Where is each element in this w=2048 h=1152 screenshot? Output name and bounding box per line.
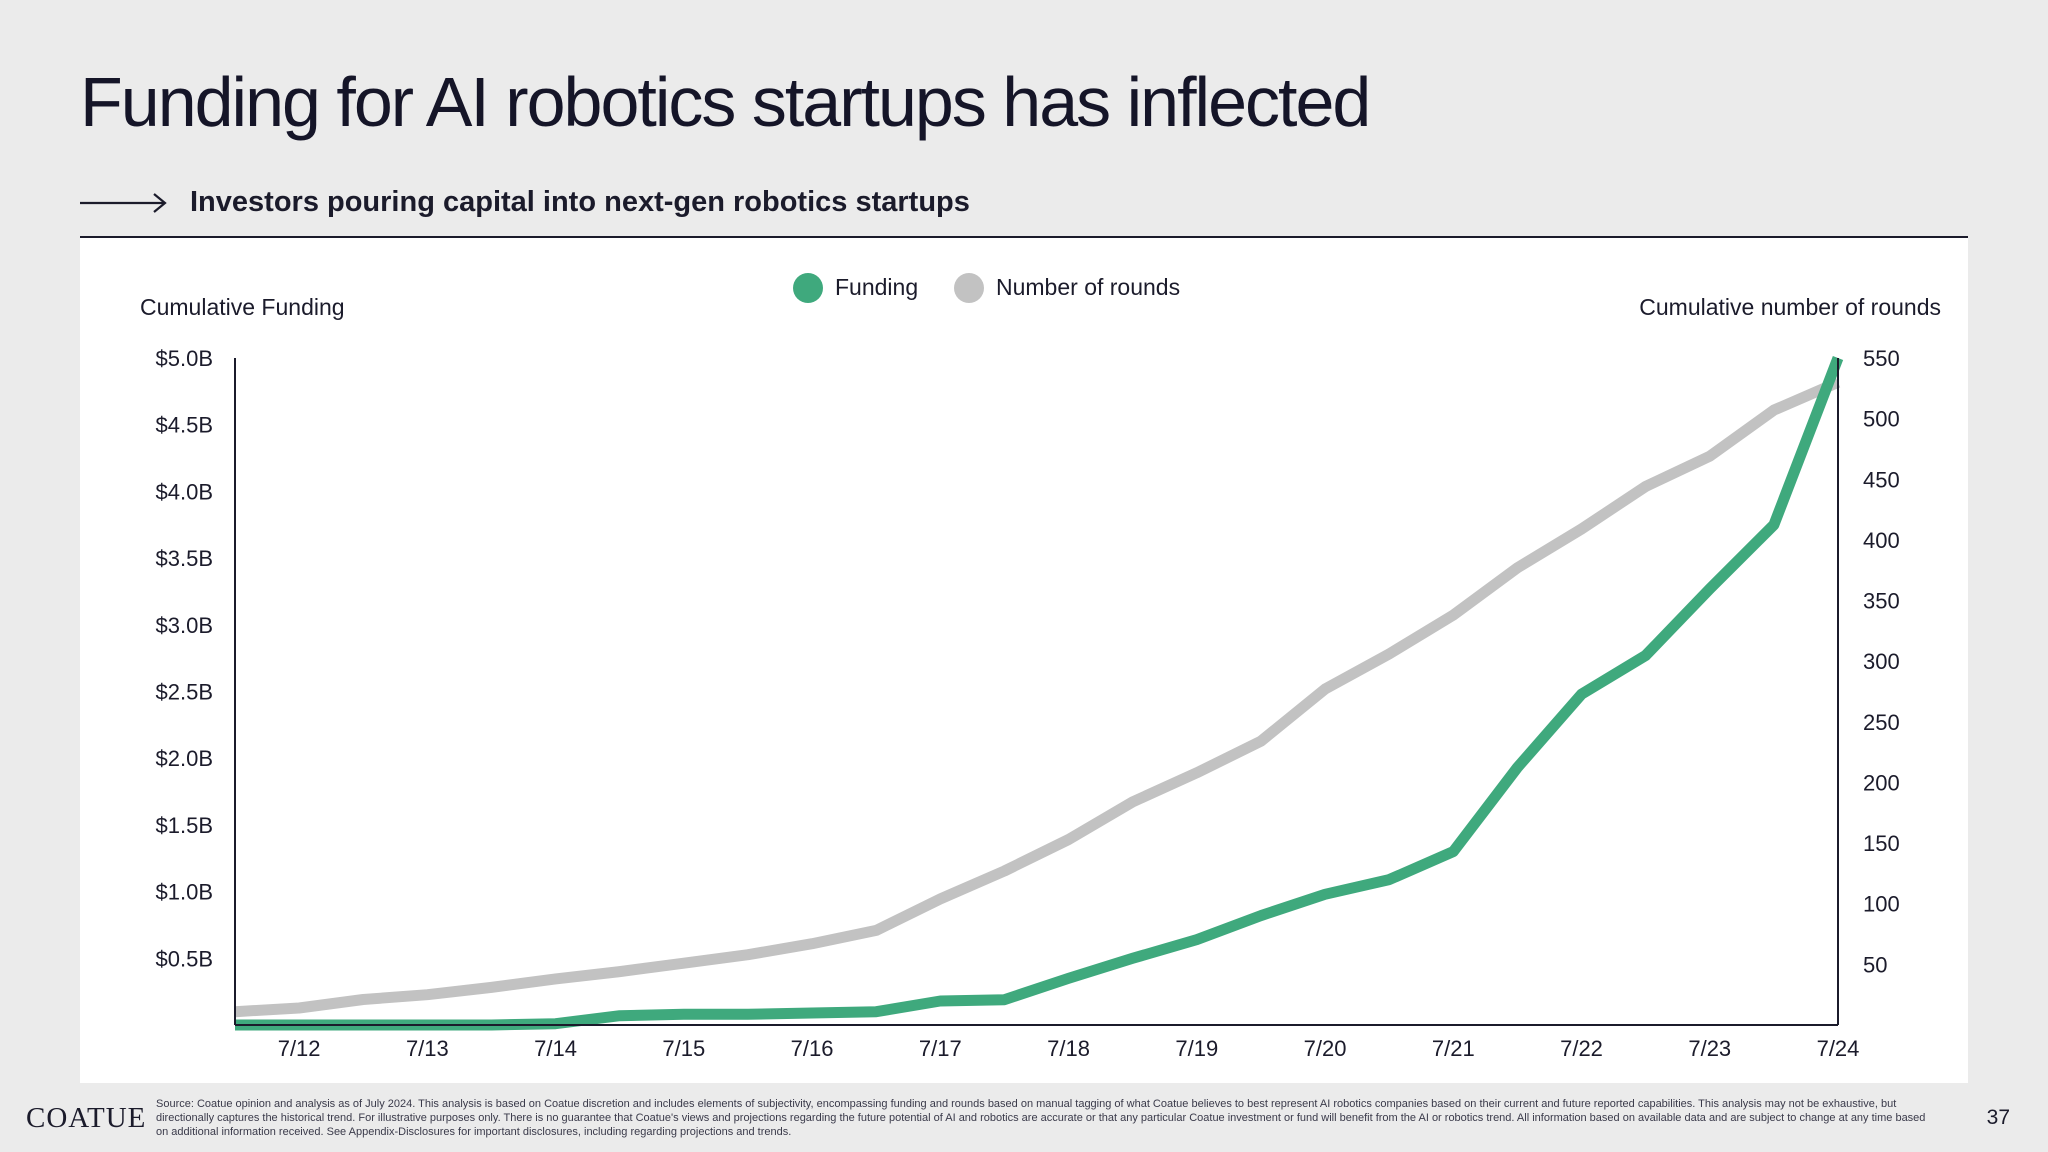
- y-right-tick-label: 450: [1863, 467, 1900, 492]
- x-tick-label: 7/13: [406, 1036, 449, 1061]
- x-tick-label: 7/19: [1175, 1036, 1218, 1061]
- y-right-tick-label: 300: [1863, 649, 1900, 674]
- y-right-tick-label: 250: [1863, 710, 1900, 735]
- legend-label-rounds: Number of rounds: [996, 274, 1180, 300]
- x-tick-label: 7/15: [662, 1036, 705, 1061]
- y-right-tick-label: 50: [1863, 952, 1887, 977]
- y-left-tick-label: $3.5B: [156, 546, 214, 571]
- chart-panel: Funding Number of rounds Cumulative Fund…: [80, 238, 1968, 1083]
- x-tick-label: 7/24: [1817, 1036, 1860, 1061]
- x-tick-label: 7/23: [1688, 1036, 1731, 1061]
- y-right-tick-label: 400: [1863, 528, 1900, 553]
- x-tick-label: 7/16: [791, 1036, 834, 1061]
- x-tick-label: 7/14: [534, 1036, 577, 1061]
- y-left-tick-label: $2.0B: [156, 746, 214, 771]
- legend-marker-funding: [793, 273, 823, 303]
- x-axis-ticks: 7/12 7/13 7/14 7/15 7/16 7/17 7/18 7/19 7/20 7/21…: [278, 1036, 1860, 1061]
- y-right-tick-label: 100: [1863, 892, 1900, 917]
- page-number: 37: [1986, 1106, 2010, 1129]
- arrow-right-icon: [80, 192, 167, 213]
- page-title: Funding for AI robotics startups has inf…: [80, 63, 1371, 141]
- y-left-tick-label: $1.5B: [156, 813, 214, 838]
- y-right-tick-label: 200: [1863, 770, 1900, 795]
- legend: Funding Number of rounds: [793, 273, 1180, 303]
- x-tick-label: 7/22: [1560, 1036, 1603, 1061]
- x-tick-label: 7/18: [1047, 1036, 1090, 1061]
- series-lines: [234, 356, 1844, 1031]
- x-tick-label: 7/12: [278, 1036, 321, 1061]
- y-left-tick-label: $4.5B: [156, 413, 214, 438]
- coatue-logo: COATUE: [26, 1102, 147, 1134]
- y-left-tick-label: $0.5B: [156, 946, 214, 971]
- chart: Funding Number of rounds Cumulative Fund…: [140, 273, 1941, 1061]
- y-left-tick-label: $1.0B: [156, 880, 214, 905]
- x-tick-label: 7/20: [1304, 1036, 1347, 1061]
- y-axis-right-ticks: 50 100 150 200 250 300 350 400 450 500 550: [1863, 346, 1900, 977]
- y-left-tick-label: $5.0B: [156, 346, 214, 371]
- y-left-tick-label: $4.0B: [156, 479, 214, 504]
- funding-series-line: [235, 356, 1844, 1031]
- y-axis-left-title: Cumulative Funding: [140, 294, 345, 320]
- y-right-tick-label: 350: [1863, 589, 1900, 614]
- y-left-tick-label: $3.0B: [156, 613, 214, 638]
- rounds-series-line: [234, 377, 1841, 1018]
- subtitle-row: Investors pouring capital into next-gen …: [80, 186, 970, 219]
- legend-marker-rounds: [954, 273, 984, 303]
- y-left-tick-label: $2.5B: [156, 680, 214, 705]
- axes: [234, 358, 1839, 1026]
- y-right-tick-label: 150: [1863, 831, 1900, 856]
- header-divider: [80, 236, 1968, 238]
- source-note: Source: Coatue opinion and analysis as o…: [156, 1098, 1926, 1138]
- y-axis-left-ticks: $0.5B $1.0B $1.5B $2.0B $2.5B $3.0B $3.5B $4.0B…: [156, 346, 214, 971]
- y-axis-right-title: Cumulative number of rounds: [1639, 294, 1941, 320]
- y-right-tick-label: 550: [1863, 346, 1900, 371]
- x-tick-label: 7/21: [1432, 1036, 1475, 1061]
- x-tick-label: 7/17: [919, 1036, 962, 1061]
- legend-label-funding: Funding: [835, 274, 918, 300]
- page-subtitle: Investors pouring capital into next-gen …: [190, 186, 970, 218]
- y-right-tick-label: 500: [1863, 407, 1900, 432]
